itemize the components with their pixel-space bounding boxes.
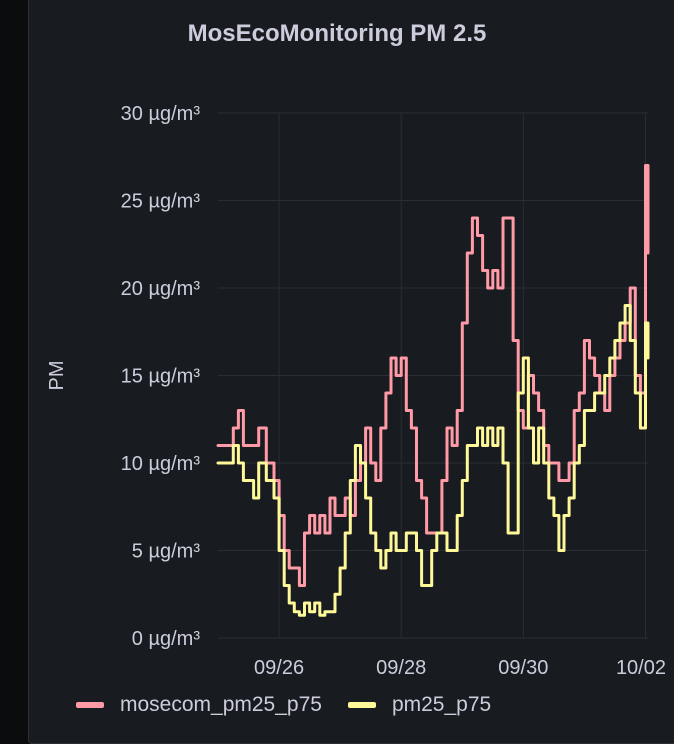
- pm25-chart: 0 µg/m³ 5 µg/m³ 10 µg/m³ 15 µg/m³ 20 µg/m³ 25…: [46, 103, 666, 679]
- legend-item-mosecom[interactable]: mosecom_pm25_p75: [76, 693, 322, 717]
- y-tick-label: 30 µg/m³: [121, 103, 201, 125]
- y-tick-label: 5 µg/m³: [132, 541, 201, 563]
- y-tick-label: 15 µg/m³: [121, 366, 201, 388]
- y-tick-label: 20 µg/m³: [121, 278, 201, 300]
- y-axis-label: PM: [46, 361, 68, 391]
- y-tick-label: 10 µg/m³: [121, 453, 201, 475]
- y-tick-label: 25 µg/m³: [121, 191, 201, 213]
- legend-item-pm25[interactable]: pm25_p75: [347, 693, 492, 717]
- x-tick-label: 09/26: [254, 657, 304, 679]
- page-title: MosEcoMonitoring PM 2.5: [187, 20, 487, 47]
- series-line-1: [216, 304, 650, 617]
- chart-panel: [28, 0, 674, 744]
- chart-legend: mosecom_pm25_p75 pm25_p75: [76, 693, 517, 717]
- legend-label-pm25: pm25_p75: [391, 693, 492, 716]
- legend-label-mosecom: mosecom_pm25_p75: [120, 693, 322, 716]
- x-tick-label: 10/02: [616, 657, 666, 679]
- legend-swatch-mosecom: [76, 702, 104, 708]
- x-tick-label: 09/28: [376, 657, 426, 679]
- legend-swatch-pm25: [347, 702, 376, 708]
- series-line-0: [216, 164, 650, 587]
- y-tick-label: 0 µg/m³: [132, 628, 201, 650]
- x-tick-label: 09/30: [498, 657, 548, 679]
